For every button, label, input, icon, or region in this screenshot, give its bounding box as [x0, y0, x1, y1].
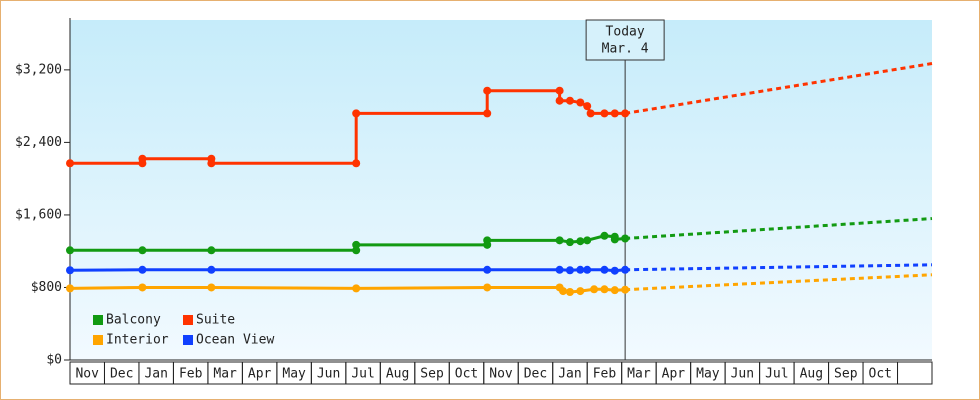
- today-box: [585, 19, 665, 61]
- price-point: [621, 109, 630, 118]
- y-tick-label: $1,600: [15, 207, 62, 222]
- legend-swatch: [93, 335, 103, 345]
- x-tick-label: May: [282, 367, 306, 382]
- price-point: [621, 234, 630, 243]
- legend-label: Suite: [196, 313, 235, 328]
- price-point: [207, 246, 216, 255]
- price-point: [352, 284, 361, 293]
- x-tick-label: Aug: [800, 367, 823, 382]
- price-point: [610, 235, 619, 244]
- x-tick-label: Oct: [455, 367, 478, 382]
- forecast-line: [624, 62, 933, 115]
- price-point: [600, 285, 609, 294]
- x-tick-label: Dec: [524, 367, 547, 382]
- x-tick-label: Nov: [75, 367, 99, 382]
- x-tick-label: Aug: [386, 367, 409, 382]
- price-point: [610, 266, 619, 275]
- price-point: [138, 265, 147, 274]
- legend-label: Interior: [106, 333, 169, 348]
- x-tick-label: Jun: [317, 367, 340, 382]
- x-tick-label: Jul: [351, 367, 374, 382]
- x-tick-label: Apr: [662, 367, 686, 382]
- price-point: [576, 98, 585, 107]
- price-point: [565, 288, 574, 296]
- price-point: [610, 109, 619, 118]
- month-cell: [897, 361, 933, 385]
- x-tick-label: Jan: [144, 367, 167, 382]
- price-point: [555, 96, 564, 105]
- x-tick-label: Dec: [110, 367, 133, 382]
- x-tick-label: Jan: [558, 367, 581, 382]
- legend-swatch: [183, 335, 193, 345]
- price-point: [565, 266, 574, 275]
- price-point: [576, 265, 585, 274]
- x-tick-label: Sep: [420, 367, 444, 382]
- price-point: [586, 109, 595, 118]
- y-tick-label: $800: [31, 280, 62, 295]
- y-tick-label: $0: [46, 353, 62, 368]
- price-point: [565, 238, 574, 247]
- price-point: [555, 265, 564, 274]
- price-point: [583, 236, 592, 245]
- x-tick-label: Nov: [489, 367, 513, 382]
- price-point: [600, 231, 609, 240]
- price-point: [352, 109, 361, 118]
- price-point: [138, 154, 147, 163]
- price-point: [483, 86, 492, 95]
- price-point: [621, 285, 630, 294]
- forecast-line: [625, 217, 933, 241]
- price-point: [583, 265, 592, 274]
- price-point: [621, 265, 630, 274]
- price-point: [555, 236, 564, 245]
- price-point: [66, 284, 74, 293]
- x-tick-label: Sep: [834, 367, 858, 382]
- price-point: [207, 159, 216, 168]
- price-point: [483, 109, 492, 118]
- price-point: [483, 265, 492, 274]
- x-tick-label: May: [696, 367, 720, 382]
- price-point: [600, 109, 609, 118]
- x-tick-label: Feb: [593, 367, 617, 382]
- y-tick-label: $2,400: [15, 135, 62, 150]
- price-point: [66, 159, 74, 168]
- price-point: [207, 265, 216, 274]
- forecast-line: [625, 273, 933, 292]
- price-point: [352, 240, 361, 249]
- price-point: [352, 159, 361, 168]
- forecast-line: [625, 263, 933, 272]
- y-tick-label: $3,200: [15, 62, 62, 77]
- price-point: [576, 287, 585, 296]
- price-point: [66, 246, 74, 255]
- price-point: [559, 287, 568, 296]
- price-point: [138, 283, 147, 292]
- price-line: [69, 268, 626, 273]
- price-point: [66, 266, 74, 275]
- price-point: [483, 283, 492, 292]
- legend-label: Balcony: [106, 313, 161, 328]
- price-point: [483, 236, 492, 245]
- price-point: [207, 283, 216, 292]
- today-date: Mar. 4: [602, 42, 649, 57]
- today-label: Today: [606, 25, 645, 40]
- price-point: [138, 246, 147, 255]
- price-point: [565, 96, 574, 105]
- legend-swatch: [183, 315, 193, 325]
- price-point: [600, 265, 609, 274]
- price-point: [610, 286, 619, 295]
- x-tick-label: Mar: [627, 367, 651, 382]
- x-tick-label: Oct: [869, 367, 892, 382]
- legend-label: Ocean View: [196, 333, 274, 348]
- price-point: [555, 86, 564, 95]
- x-tick-label: Jun: [731, 367, 754, 382]
- x-tick-label: Jul: [765, 367, 788, 382]
- x-tick-label: Feb: [179, 367, 203, 382]
- price-point: [583, 102, 592, 111]
- plot-area: [70, 20, 932, 360]
- legend-swatch: [93, 315, 103, 325]
- x-tick-label: Apr: [248, 367, 272, 382]
- x-tick-label: Mar: [213, 367, 237, 382]
- price-point: [590, 285, 599, 294]
- price-point: [576, 237, 585, 246]
